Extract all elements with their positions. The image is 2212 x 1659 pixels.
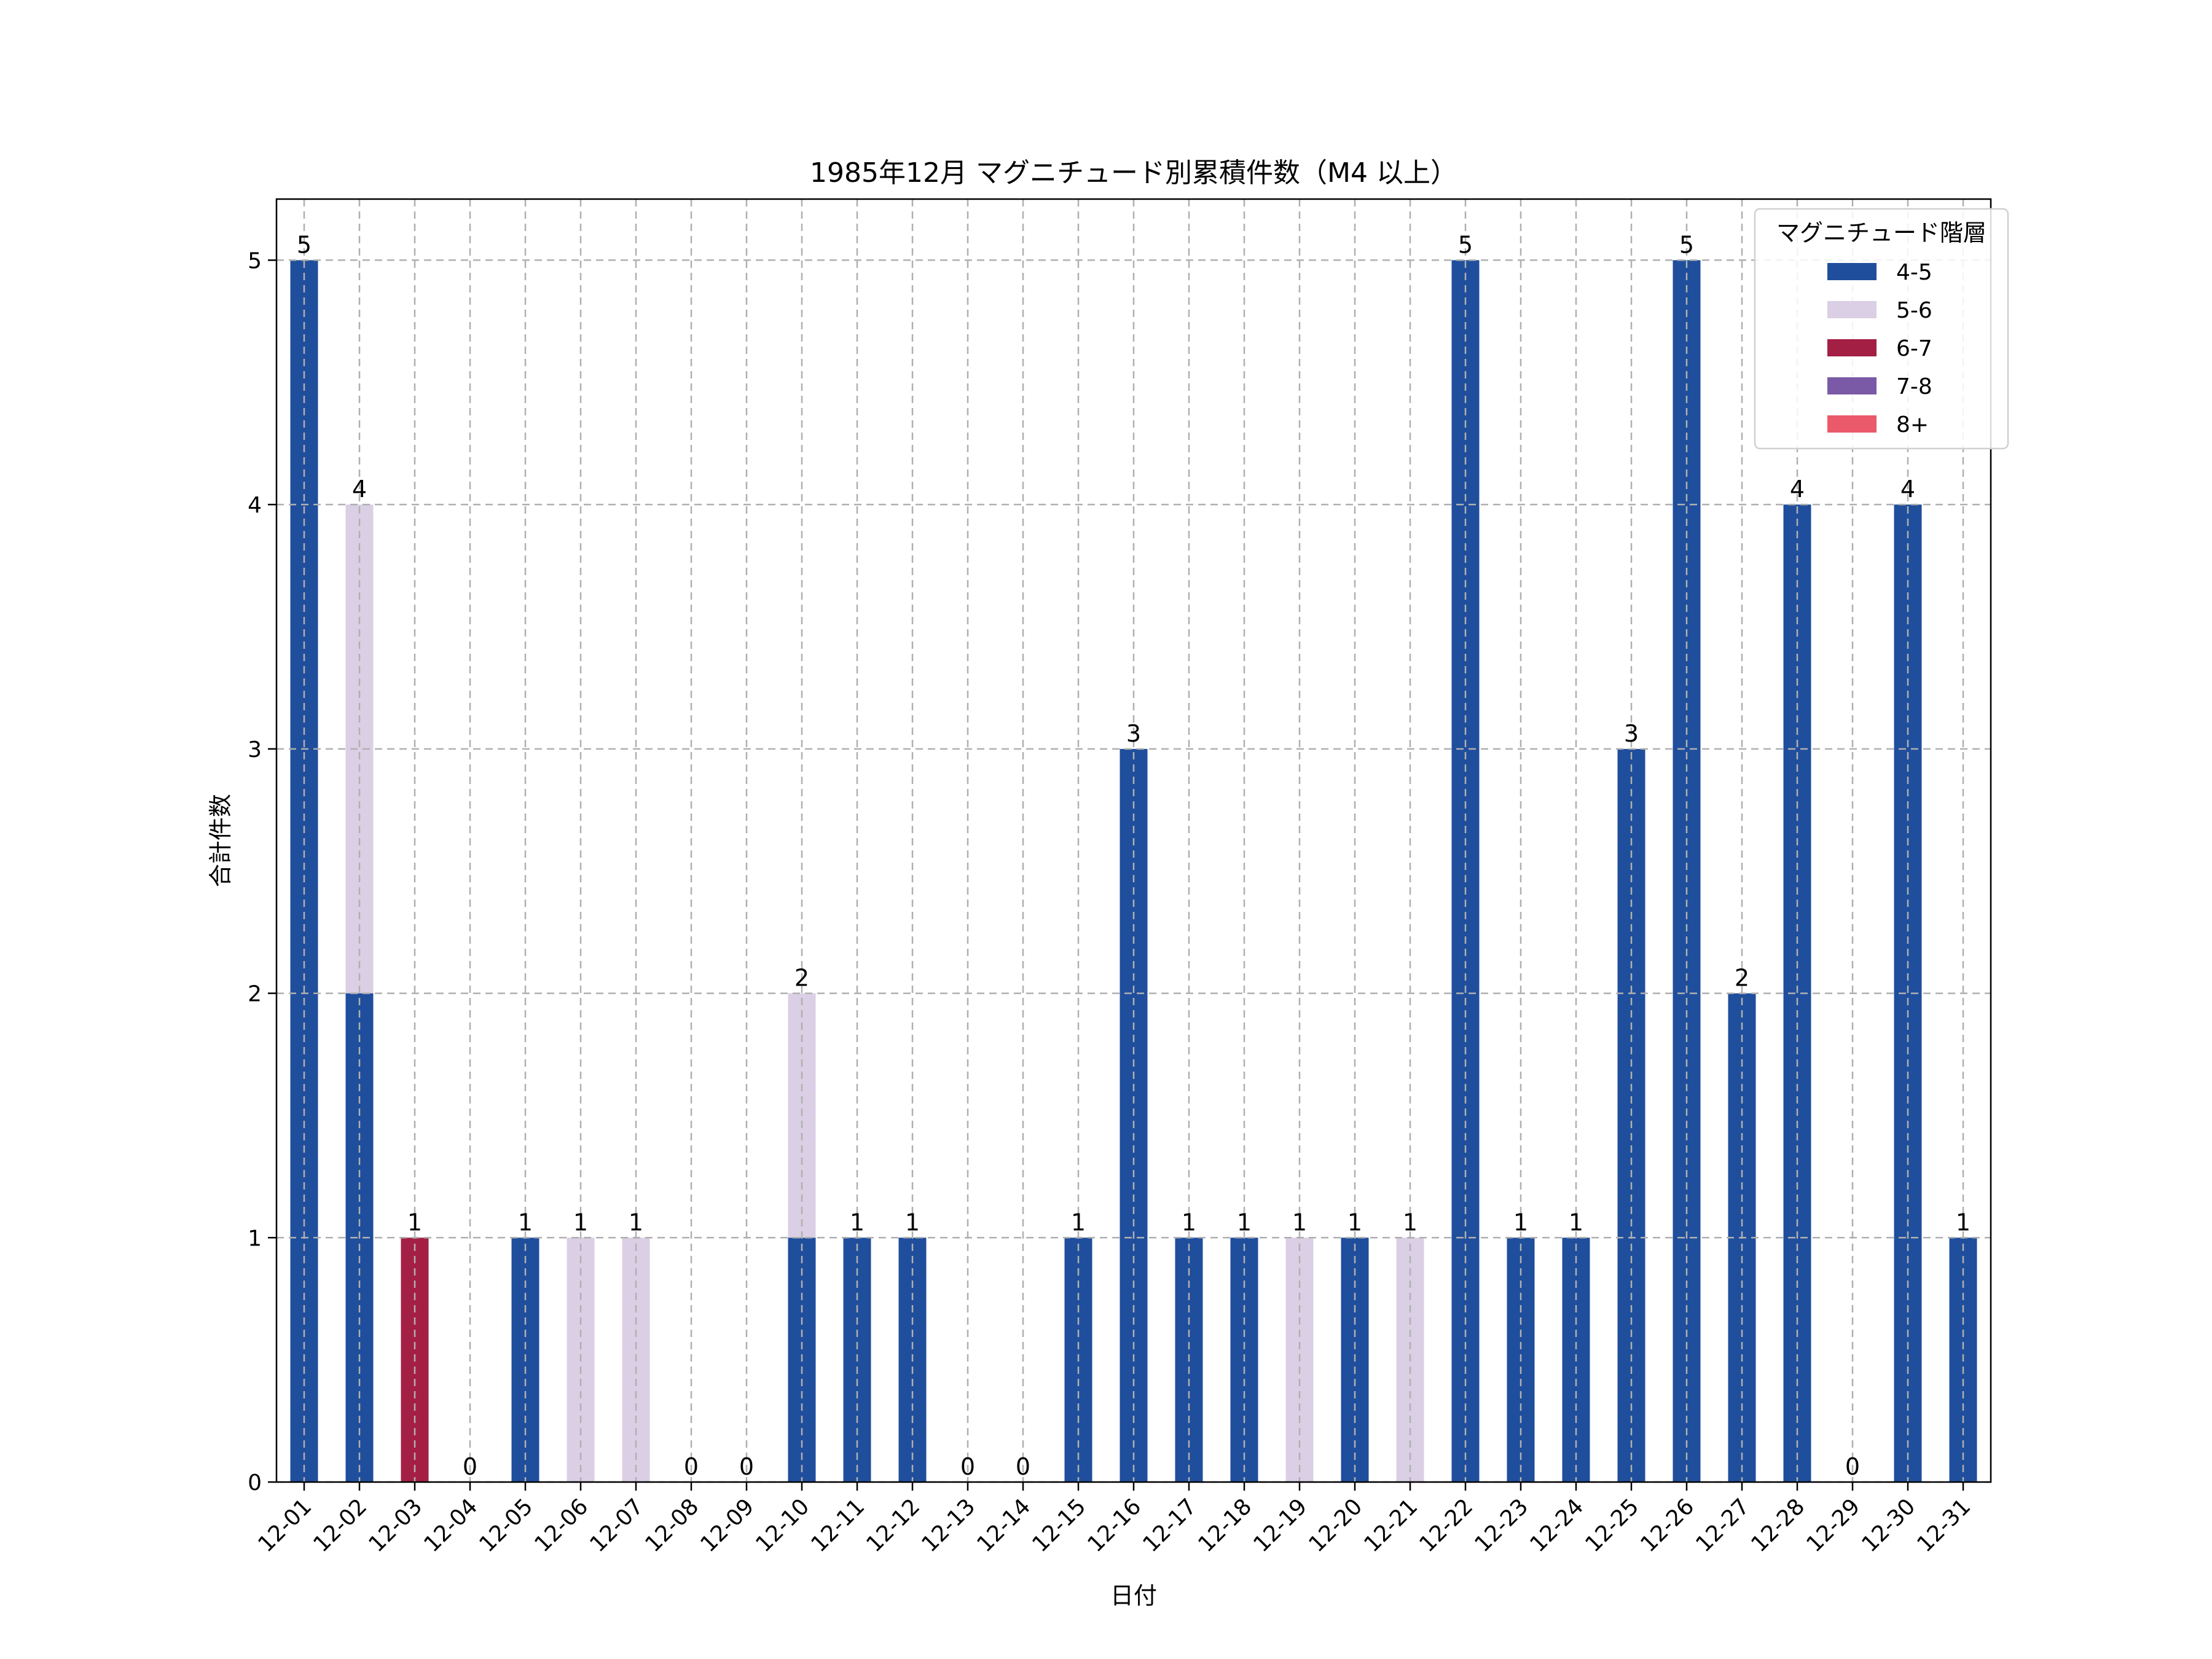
bar-total-label: 4: [1790, 476, 1805, 503]
bar-total-label: 2: [1735, 965, 1749, 992]
x-tick-label: 12-17: [1138, 1494, 1201, 1557]
bar-total-label: 5: [1679, 231, 1694, 258]
x-tick-label: 12-24: [1525, 1494, 1588, 1557]
bar-total-label: 1: [629, 1209, 643, 1236]
legend-entry: 4-5: [1896, 260, 1932, 285]
bar-total-label: 1: [1182, 1209, 1196, 1236]
value-labels: 5 4 1 0 1 1 1 0 0 2 1 1 0 0 1 3 1 1 1 1 1 5 1 1 3 5 2 4 0 4 1: [297, 231, 1971, 1480]
x-tick-label: 12-02: [308, 1494, 372, 1557]
x-tick-label: 12-18: [1193, 1494, 1257, 1557]
bar-total-label: 1: [1292, 1209, 1307, 1236]
x-tick-label: 12-14: [972, 1494, 1035, 1557]
x-axis: 12-0112-0212-0312-0412-0512-0612-0712-08…: [253, 1482, 1975, 1557]
x-tick-label: 12-26: [1636, 1494, 1699, 1557]
x-tick-label: 12-22: [1414, 1494, 1478, 1557]
x-tick-label: 12-09: [696, 1494, 759, 1557]
legend-entry: 8+: [1896, 412, 1929, 437]
legend-swatch: [1827, 377, 1877, 394]
bar-total-label: 0: [1016, 1453, 1030, 1480]
bar-total-label: 0: [739, 1453, 754, 1480]
x-tick-label: 12-06: [530, 1494, 593, 1557]
legend: マグニチュード階層 4-5 5-6 6-7 7-8 8+: [1754, 208, 2009, 450]
x-tick-label: 12-15: [1027, 1494, 1091, 1557]
x-tick-label: 12-27: [1691, 1494, 1754, 1557]
x-tick-label: 12-21: [1359, 1494, 1422, 1557]
bar-total-label: 1: [1569, 1209, 1583, 1236]
bar-total-label: 2: [794, 965, 809, 992]
y-tick-label: 0: [248, 1470, 262, 1496]
x-tick-label: 12-25: [1580, 1494, 1644, 1557]
x-tick-label: 12-01: [253, 1494, 316, 1557]
x-tick-label: 12-03: [364, 1494, 427, 1557]
x-tick-label: 12-13: [917, 1494, 980, 1557]
y-axis-label: 合計件数: [207, 794, 234, 887]
bar-total-label: 0: [960, 1453, 975, 1480]
y-axis: 0 1 2 3 4 5: [248, 248, 276, 1496]
bar-total-label: 1: [573, 1209, 588, 1236]
x-tick-label: 12-19: [1249, 1494, 1312, 1557]
y-tick-label: 4: [248, 493, 262, 518]
legend-entry: 5-6: [1896, 298, 1932, 323]
bar-total-label: 1: [407, 1209, 422, 1236]
x-tick-label: 12-04: [419, 1494, 482, 1557]
bar-total-label: 1: [1956, 1209, 1971, 1236]
grid: [276, 199, 1991, 1483]
bar-total-label: 0: [684, 1453, 699, 1480]
legend-swatch: [1827, 339, 1877, 356]
x-tick-label: 12-28: [1746, 1494, 1810, 1557]
bar-total-label: 1: [1403, 1209, 1418, 1236]
bar-total-label: 5: [297, 231, 312, 258]
bar-total-label: 3: [1126, 720, 1141, 747]
legend-swatch: [1827, 301, 1877, 318]
x-tick-label: 12-16: [1083, 1494, 1146, 1557]
bar-total-label: 1: [905, 1209, 920, 1236]
bar-total-label: 1: [1513, 1209, 1528, 1236]
x-tick-label: 12-12: [861, 1494, 925, 1557]
bar-total-label: 1: [1237, 1209, 1252, 1236]
bar-total-label: 4: [352, 476, 367, 503]
legend-entry: 7-8: [1896, 374, 1932, 399]
bar-total-label: 0: [463, 1453, 477, 1480]
x-tick-label: 12-20: [1304, 1494, 1367, 1557]
legend-entry: 6-7: [1896, 336, 1932, 361]
chart-title: 1985年12月 マグニチュード別累積件数（M4 以上）: [810, 157, 1457, 189]
x-axis-label: 日付: [1110, 1582, 1157, 1609]
x-tick-label: 12-07: [585, 1494, 648, 1557]
x-tick-label: 12-30: [1857, 1494, 1920, 1557]
bar-total-label: 0: [1845, 1453, 1860, 1480]
legend-swatch: [1827, 263, 1877, 280]
y-tick-label: 2: [248, 982, 262, 1007]
x-tick-label: 12-23: [1470, 1494, 1533, 1557]
bar-total-label: 3: [1624, 720, 1639, 747]
x-tick-label: 12-31: [1912, 1494, 1975, 1557]
x-tick-label: 12-11: [806, 1494, 869, 1557]
legend-swatch: [1827, 415, 1877, 433]
x-tick-label: 12-05: [474, 1494, 538, 1557]
bar-total-label: 1: [1347, 1209, 1362, 1236]
bar-total-label: 1: [518, 1209, 533, 1236]
y-tick-label: 5: [248, 248, 262, 273]
bar-total-label: 5: [1458, 231, 1473, 258]
legend-box: [1754, 208, 2009, 450]
x-tick-label: 12-10: [751, 1494, 814, 1557]
y-tick-label: 1: [248, 1226, 262, 1251]
x-tick-label: 12-08: [640, 1494, 704, 1557]
bar-total-label: 1: [850, 1209, 865, 1236]
bar-total-label: 4: [1900, 476, 1915, 503]
legend-title: マグニチュード階層: [1776, 219, 1986, 246]
x-tick-label: 12-29: [1802, 1494, 1865, 1557]
bar-total-label: 1: [1071, 1209, 1086, 1236]
y-tick-label: 3: [248, 737, 262, 763]
